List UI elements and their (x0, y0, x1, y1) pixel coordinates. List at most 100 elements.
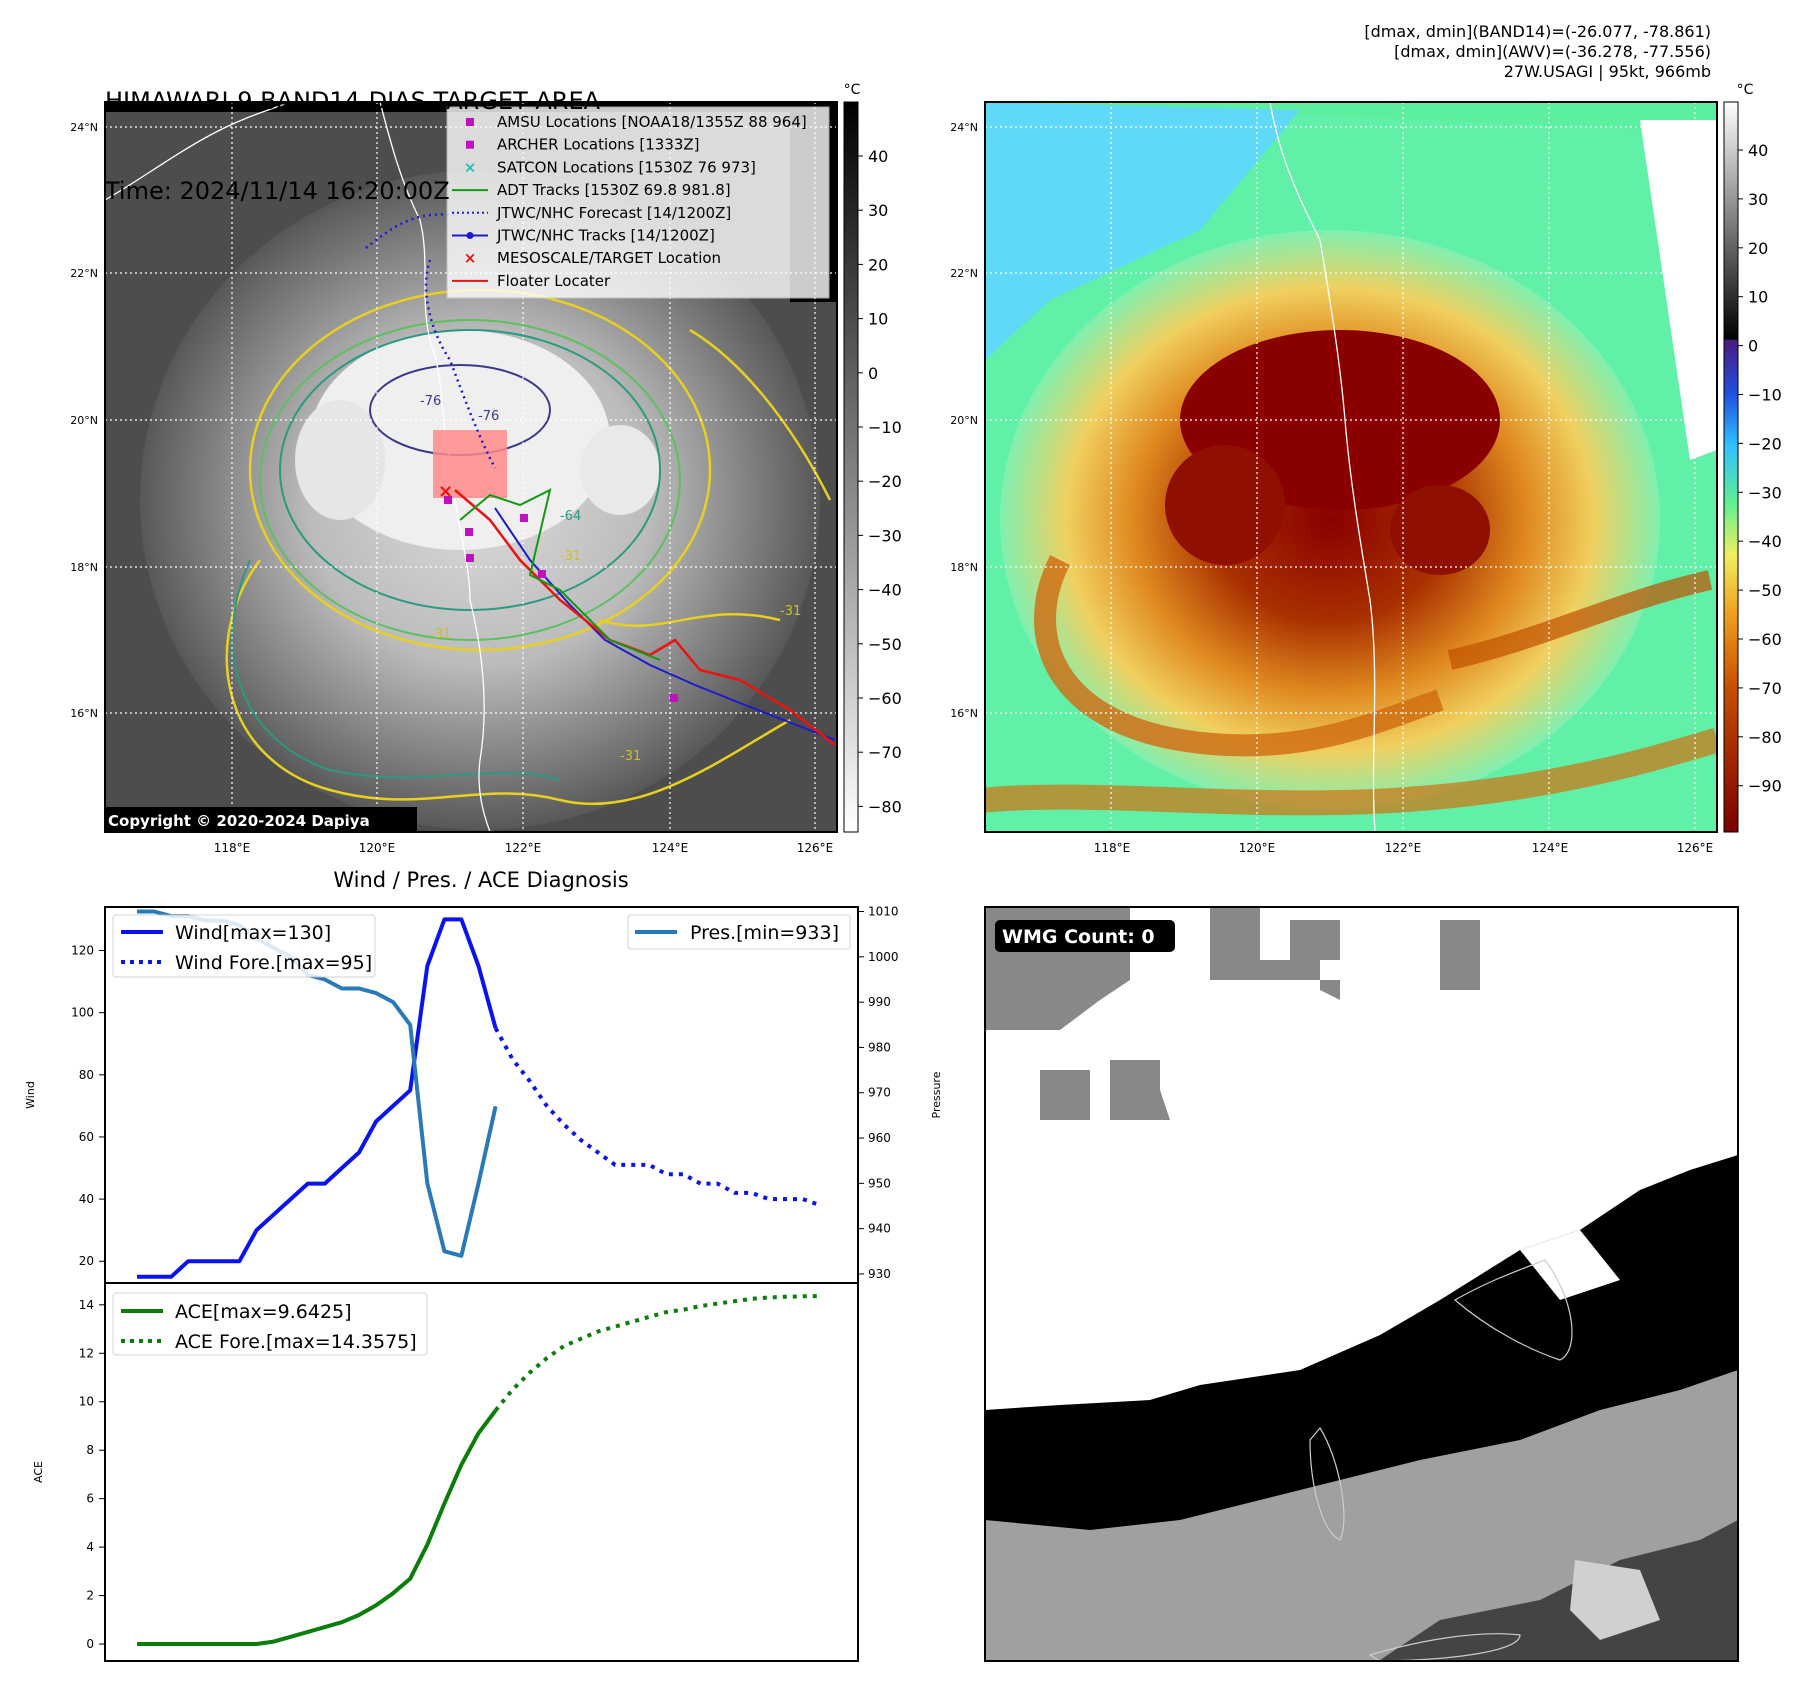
ace-tick-label: 14 (79, 1298, 94, 1312)
pressure-tick-label: 930 (868, 1267, 891, 1281)
pressure-tick-label: 990 (868, 995, 891, 1009)
lat-label: 20°N (950, 414, 978, 427)
cbar-tick-label: −40 (868, 581, 902, 600)
cbar-tick-label: 0 (868, 364, 878, 383)
jtwc-forecast-track (365, 213, 497, 469)
legend-square-icon (466, 140, 474, 149)
lat-label: 22°N (70, 267, 98, 280)
cbar-tick-label: −20 (1748, 434, 1782, 453)
legend-label: Floater Locater (497, 272, 611, 290)
pressure-axis-label: Pressure (930, 1071, 943, 1118)
cbar-tick-label: −10 (1748, 386, 1782, 405)
amsu-archer-markers (444, 496, 678, 702)
ace-legend: ACE[max=9.6425] ACE Fore.[max=14.3575] (112, 1292, 428, 1356)
wmg-count-badge (995, 920, 1175, 952)
info-line-1: [dmax, dmin](BAND14)=(-26.077, -78.861) (1364, 22, 1711, 41)
lat-label: 22°N (950, 267, 978, 280)
legend-ace-forecast-label: ACE Fore.[max=14.3575] (175, 1331, 417, 1353)
cbar-tick-label: 20 (868, 255, 888, 274)
ace-tick-label: 2 (86, 1589, 94, 1603)
cm-cbar-unit: °C (1737, 82, 1754, 98)
pressure-tick-label: 1010 (868, 905, 899, 919)
cbar-tick-label: 10 (868, 310, 888, 329)
legend-label: AMSU Locations [NOAA18/1355Z 88 964] (497, 113, 807, 131)
legend-label: JTWC/NHC Tracks [14/1200Z] (496, 227, 715, 245)
ace-tick-label: 8 (86, 1443, 94, 1457)
legend-wind-forecast-label: Wind Fore.[max=95] (175, 952, 372, 974)
chart-title: Wind / Pres. / ACE Diagnosis (333, 868, 628, 892)
ace-tick-label: 12 (79, 1346, 94, 1360)
lat-label: 24°N (70, 121, 98, 134)
contour-label: -76 (420, 394, 441, 409)
lon-label: 124°E (652, 841, 689, 855)
enhanced-ir-map-panel: 24°N 22°N 20°N 18°N 16°N 118°E 120°E 122°E 124°… (950, 101, 1718, 855)
wmg-panel: WMG Count: 0 (984, 906, 1739, 1662)
legend-label: ADT Tracks [1530Z 69.8 981.8] (497, 181, 731, 199)
pressure-tick-label: 960 (868, 1131, 891, 1145)
ace-axes (104, 1282, 859, 1662)
contour-label: -64 (560, 509, 581, 524)
ace-tick-label: 0 (86, 1637, 94, 1651)
wind-tick-label: 60 (79, 1130, 94, 1144)
wind-tick-label: 80 (79, 1068, 94, 1082)
wind-tick-label: 120 (71, 944, 94, 958)
lon-label: 120°E (1239, 841, 1276, 855)
cbar-tick-label: −70 (868, 743, 902, 762)
lon-label: 124°E (1532, 841, 1569, 855)
legend-pressure-label: Pres.[min=933] (690, 922, 839, 944)
ir-legend: AMSU Locations [NOAA18/1355Z 88 964] ARCH… (446, 106, 830, 299)
title-line-2: Time: 2024/11/14 16:20:00Z (105, 177, 450, 205)
cbar-tick-label: −30 (1748, 483, 1782, 502)
cbar-tick-label: −50 (1748, 581, 1782, 600)
legend-label: ARCHER Locations [1333Z] (497, 136, 700, 154)
cbar-tick-label: −80 (868, 797, 902, 816)
info-line-2: [dmax, dmin](AWV)=(-36.278, -77.556) (1394, 42, 1711, 61)
wind-tick-label: 40 (79, 1192, 94, 1206)
ir-map-panel: × -76 -76 -64 -31 -31 -31 -31 AMSU Locat… (70, 101, 838, 855)
pressure-legend: Pres.[min=933] (627, 914, 851, 950)
lon-label: 126°E (797, 841, 834, 855)
cbar-tick-label: −20 (868, 472, 902, 491)
wind-tick-label: 20 (79, 1254, 94, 1268)
legend-label: MESOSCALE/TARGET Location (497, 249, 721, 267)
ir-lon-labels: 118°E 120°E 122°E 124°E 126°E (214, 841, 834, 855)
adt-track (459, 488, 661, 661)
cbar-tick-label: −70 (1748, 679, 1782, 698)
lat-label: 16°N (950, 707, 978, 720)
lon-label: 120°E (359, 841, 396, 855)
cbar-tick-label: −10 (868, 418, 902, 437)
cm-lon-labels: 118°E 120°E 122°E 124°E 126°E (1094, 841, 1714, 855)
legend-dot-icon (466, 232, 474, 239)
ir-colorbar: °C 40 30 20 10 0 −10 −20 −30 −40 −50 −60 −70 −80 (843, 82, 902, 833)
cbar-tick-label: −60 (868, 689, 902, 708)
ir-lat-labels: 24°N 22°N 20°N 18°N 16°N (70, 121, 98, 720)
contour-label: -31 (620, 749, 641, 764)
pressure-tick-label: 1000 (868, 950, 899, 964)
title-line-1: HIMAWARI-9 BAND14-DIAS TARGET AREA (105, 87, 601, 115)
lat-label: 20°N (70, 414, 98, 427)
cbar-tick-label: −50 (868, 635, 902, 654)
contour-label: -76 (478, 409, 499, 424)
legend-x-icon: × (464, 249, 477, 267)
storm-info: [dmax, dmin](BAND14)=(-26.077, -78.861) … (1364, 22, 1711, 82)
ace-axis-label: ACE (32, 1461, 45, 1483)
pressure-tick-label: 980 (868, 1040, 891, 1054)
wind-tick-label: 100 (71, 1006, 94, 1020)
cbar-tick-label: 40 (868, 147, 888, 166)
ace-line (137, 1409, 498, 1646)
wind-legend: Wind[max=130] Wind Fore.[max=95] (112, 914, 376, 978)
legend-ace-label: ACE[max=9.6425] (175, 1301, 352, 1323)
contour-label: -31 (430, 627, 451, 642)
lon-label: 122°E (505, 841, 542, 855)
contour-label: -31 (780, 604, 801, 619)
legend-wind-label: Wind[max=130] (175, 922, 331, 944)
enhanced-colorbar: °C 40 30 20 10 0 −10 −20 −30 −40 −50 −60 −70 −80 −90 (1723, 82, 1782, 833)
copyright-text: Copyright © 2020-2024 Dapiya (108, 812, 370, 830)
wind-axis-label: Wind (24, 1081, 37, 1109)
ace-tick-label: 4 (86, 1540, 94, 1554)
target-location-marker: × (438, 481, 453, 502)
copyright-badge (105, 807, 417, 832)
cbar-tick-label: 40 (1748, 141, 1768, 160)
lat-label: 16°N (70, 707, 98, 720)
legend-x-icon: × (464, 158, 477, 176)
